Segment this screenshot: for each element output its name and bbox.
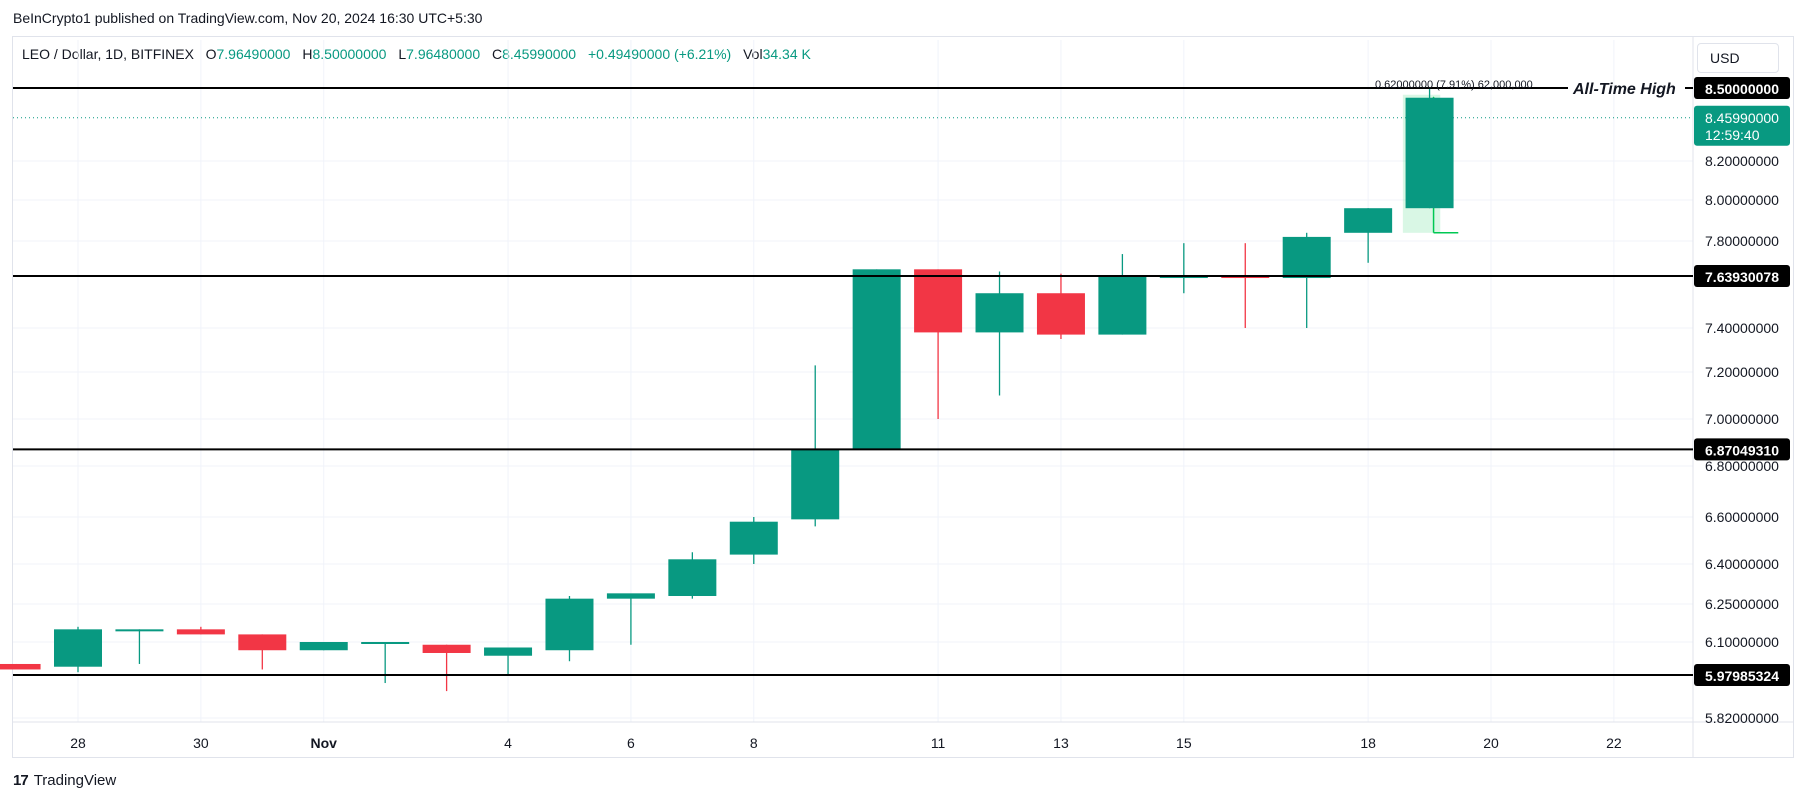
low-value: 7.96480000	[406, 46, 481, 62]
y-tick-label-1: 8.00000000	[1705, 192, 1779, 208]
y-tick-label-0: 8.20000000	[1705, 153, 1779, 169]
candle-body-2	[54, 629, 102, 667]
level-tag-label-1: 7.63930078	[1705, 269, 1779, 285]
currency-button[interactable]: USD	[1697, 43, 1779, 73]
candle-body-12	[668, 559, 717, 596]
y-tick-label-3: 7.40000000	[1705, 320, 1779, 336]
y-tick-label-2: 7.80000000	[1705, 233, 1779, 249]
x-tick-label-11: 22	[1606, 735, 1622, 751]
candle-body-18	[1036, 293, 1085, 335]
candle-body-3	[115, 629, 164, 632]
last-price-value: 8.45990000	[1705, 110, 1779, 126]
candle-body-22	[1282, 236, 1331, 279]
y-tick-label-6: 6.80000000	[1705, 458, 1779, 474]
open-value: 7.96490000	[216, 46, 291, 62]
close-value: 8.45990000	[502, 46, 577, 62]
candle-body-19	[1098, 275, 1147, 335]
x-tick-label-2: Nov	[311, 735, 338, 751]
x-tick-label-9: 18	[1360, 735, 1376, 751]
y-tick-label-11: 5.82000000	[1705, 710, 1779, 726]
publisher-note: BeInCrypto1 published on TradingView.com…	[13, 10, 483, 26]
tradingview-logo-icon: 17	[13, 772, 29, 789]
candle-body-17	[975, 293, 1024, 333]
candle-body-5	[238, 634, 287, 651]
level-tag-0	[1694, 77, 1790, 99]
candle-body-14	[791, 449, 840, 520]
y-tick-label-10: 6.10000000	[1705, 634, 1779, 650]
level-note-0: All-Time High	[1572, 81, 1676, 98]
candle-body-1	[0, 663, 41, 670]
change-value: +0.49490000 (+6.21%)	[587, 46, 732, 62]
close-label: C	[492, 46, 503, 62]
x-tick-label-8: 15	[1176, 735, 1192, 751]
y-tick-label-5: 7.00000000	[1705, 411, 1779, 427]
volume-label: Vol	[743, 46, 763, 62]
x-tick-label-5: 8	[750, 735, 758, 751]
candle-body-24	[1405, 97, 1454, 209]
candle-body-11	[606, 593, 655, 599]
candle-body-7	[361, 642, 410, 644]
x-tick-label-10: 20	[1483, 735, 1499, 751]
high-label: H	[302, 46, 313, 62]
level-tag-label-0: 8.50000000	[1705, 81, 1779, 97]
high-value: 8.50000000	[312, 46, 387, 62]
candle-body-13	[729, 521, 778, 555]
candle-body-9	[484, 647, 533, 656]
candle-body-4	[176, 629, 225, 635]
x-tick-label-6: 11	[931, 735, 946, 751]
level-tag-3	[1694, 663, 1790, 686]
candle-body-8	[422, 644, 471, 653]
low-label: L	[398, 46, 407, 62]
tradingview-logo[interactable]: 17 TradingView	[13, 772, 116, 789]
candle-body-10	[545, 598, 594, 651]
level-tag-1	[1694, 265, 1790, 288]
y-tick-label-4: 7.20000000	[1705, 364, 1779, 380]
level-tag-label-2: 6.87049310	[1705, 442, 1779, 458]
y-tick-label-7: 6.60000000	[1705, 509, 1779, 525]
x-tick-label-4: 6	[627, 735, 635, 751]
level-tag-label-3: 5.97985324	[1705, 668, 1779, 684]
candle-body-15	[852, 269, 901, 450]
open-label: O	[205, 46, 217, 62]
last-price-tag	[1694, 105, 1790, 146]
ohlc-legend: LEO / Dollar, 1D, BITFINEX O7.96490000 H…	[22, 46, 819, 62]
x-tick-label-0: 28	[70, 735, 86, 751]
candle-body-23	[1344, 208, 1393, 233]
chart-frame	[12, 36, 1794, 758]
volume-value: 34.34 K	[762, 46, 811, 62]
x-tick-label-1: 30	[193, 735, 209, 751]
measure-label: 0.62000000 (7.91%) 62,000,000	[1375, 79, 1533, 91]
candle-body-16	[914, 269, 963, 333]
candle-body-6	[299, 642, 348, 651]
last-price-countdown: 12:59:40	[1705, 127, 1760, 143]
level-tag-2	[1694, 438, 1790, 461]
y-tick-label-8: 6.40000000	[1705, 556, 1779, 572]
y-tick-label-9: 6.25000000	[1705, 596, 1779, 612]
x-tick-label-7: 13	[1053, 735, 1069, 751]
brand-name: TradingView	[33, 772, 117, 789]
x-tick-label-3: 4	[504, 735, 512, 751]
symbol-label[interactable]: LEO / Dollar, 1D, BITFINEX	[22, 46, 194, 62]
